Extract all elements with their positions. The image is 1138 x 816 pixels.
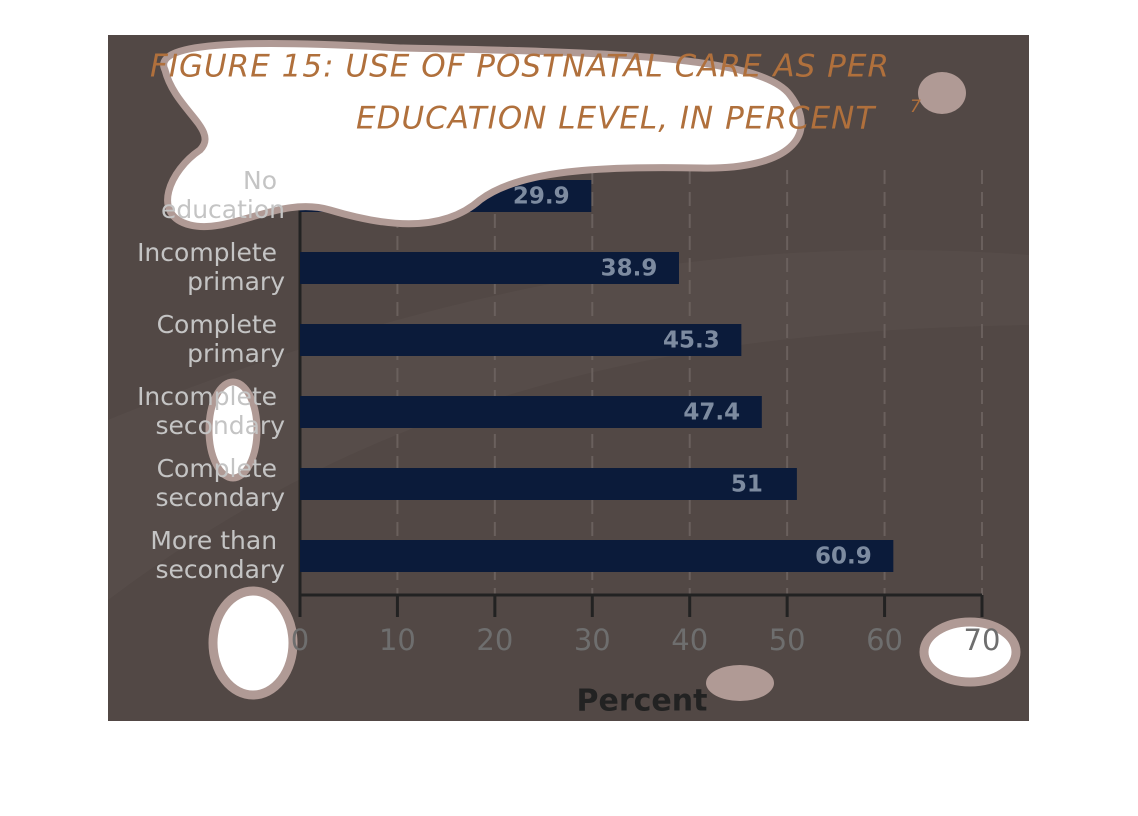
label-line: primary xyxy=(187,339,285,368)
x-axis-title: Percent xyxy=(577,684,708,719)
blob xyxy=(205,378,261,482)
value-label: 47.4 xyxy=(683,400,740,426)
label-line: No xyxy=(243,166,285,195)
bar xyxy=(300,540,894,572)
label-line: Complete xyxy=(157,310,285,339)
bar xyxy=(300,468,797,500)
chart-title: FIGURE 15: USE OF POSTNATAL CARE AS PER xyxy=(150,49,890,85)
x-tick-label: 30 xyxy=(574,623,611,657)
blob xyxy=(919,617,1021,687)
y-tick-label: Complete primary xyxy=(157,310,286,368)
blob xyxy=(160,39,805,230)
label-line: secondary xyxy=(155,483,285,512)
footnote-marker: 7 xyxy=(910,97,921,117)
bar xyxy=(300,252,679,284)
x-tick-label: 50 xyxy=(769,623,806,657)
value-label: 45.3 xyxy=(663,328,720,354)
y-tick-label: Complete secondary xyxy=(155,454,285,512)
y-tick-label: Incomplete secondary xyxy=(137,382,285,440)
value-label: 51 xyxy=(731,472,763,498)
overlay-blobs xyxy=(160,39,1021,701)
plot-area xyxy=(298,165,984,617)
y-tick-label: No education xyxy=(161,166,285,224)
x-tick-label: 60 xyxy=(866,623,903,657)
chart-title: EDUCATION LEVEL, IN PERCENT xyxy=(356,101,876,137)
value-label: 38.9 xyxy=(601,256,658,282)
label-line: primary xyxy=(187,267,285,296)
blob xyxy=(208,586,298,700)
y-tick-label: More than secondary xyxy=(150,526,285,584)
label-line: More than xyxy=(150,526,285,555)
label-line: secondary xyxy=(155,555,285,584)
bar xyxy=(300,396,762,428)
bar xyxy=(300,324,742,356)
x-tick-label: 40 xyxy=(671,623,708,657)
blob xyxy=(918,72,966,114)
blob xyxy=(706,665,774,701)
x-tick-label: 10 xyxy=(379,623,416,657)
x-tick-label: 20 xyxy=(476,623,513,657)
label-line: secondary xyxy=(155,411,285,440)
label-line: Incomplete xyxy=(137,382,285,411)
label-line: Incomplete xyxy=(137,238,285,267)
label-line: education xyxy=(161,195,285,224)
value-label: 29.9 xyxy=(513,184,570,210)
labels: 0 10 20 30 40 50 60 70 Percent 29.9 No education 38… xyxy=(137,166,1000,719)
x-tick-label: 70 xyxy=(964,623,1001,657)
x-tick-label: 0 xyxy=(291,623,309,657)
y-tick-label: Incomplete primary xyxy=(137,238,285,296)
label-line: Complete xyxy=(157,454,285,483)
value-label: 60.9 xyxy=(815,544,872,570)
